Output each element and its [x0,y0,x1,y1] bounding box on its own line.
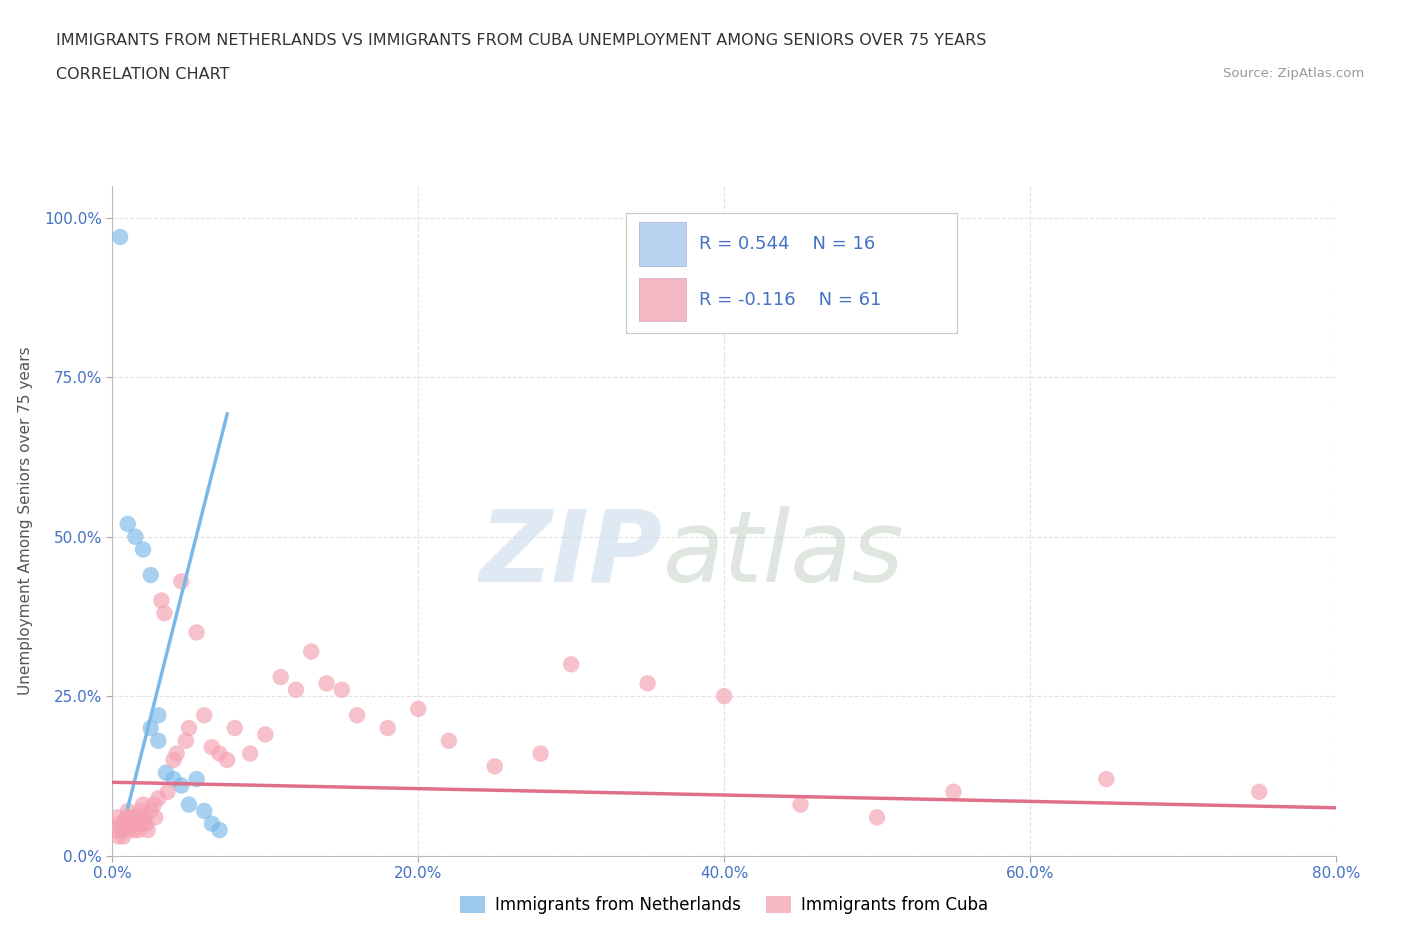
Point [127,823,149,838]
Point [186,625,208,640]
Point [484,759,506,774]
Point [114,817,136,831]
Point [330,683,353,698]
Legend: Immigrants from Netherlands, Immigrants from Cuba: Immigrants from Netherlands, Immigrants … [453,889,995,921]
Point [254,727,277,742]
Point [942,784,965,799]
Point [105,810,128,825]
Point [193,804,215,818]
Point [170,574,193,589]
Point [193,708,215,723]
Point [122,823,145,838]
Text: ZIP: ZIP [479,506,664,603]
Point [270,670,292,684]
Point [148,790,170,805]
Point [299,644,322,659]
Point [131,817,153,831]
Point [121,817,143,831]
Point [135,817,157,831]
Point [142,797,165,812]
Point [124,529,146,544]
Point [208,746,231,761]
Point [139,804,162,818]
Text: Source: ZipAtlas.com: Source: ZipAtlas.com [1223,67,1364,80]
Point [637,676,659,691]
Point [148,708,170,723]
Point [143,810,166,825]
Point [155,765,177,780]
Point [132,542,155,557]
Point [866,810,889,825]
Point [346,708,368,723]
Y-axis label: Unemployment Among Seniors over 75 years: Unemployment Among Seniors over 75 years [18,347,32,695]
Point [104,823,127,838]
Point [201,739,224,754]
Point [136,823,159,838]
Point [125,817,148,831]
Point [108,230,131,245]
Point [163,752,186,767]
Point [117,804,139,818]
Point [107,829,129,844]
Point [139,567,162,582]
Point [153,605,176,620]
Text: IMMIGRANTS FROM NETHERLANDS VS IMMIGRANTS FROM CUBA UNEMPLOYMENT AMONG SENIORS O: IMMIGRANTS FROM NETHERLANDS VS IMMIGRANT… [56,33,987,47]
Point [163,772,186,787]
Point [186,772,208,787]
Point [377,721,399,736]
Point [177,797,200,812]
Point [170,778,193,793]
Point [224,721,246,736]
Point [201,817,224,831]
Point [148,734,170,749]
Point [112,829,135,844]
Point [239,746,262,761]
Point [134,810,156,825]
Point [111,823,134,838]
Point [284,683,308,698]
Point [713,689,735,704]
Point [132,797,155,812]
Point [150,593,173,608]
Point [124,810,146,825]
Point [560,657,582,671]
Point [1249,784,1271,799]
Point [208,823,231,838]
Point [530,746,553,761]
Point [117,516,139,531]
Text: CORRELATION CHART: CORRELATION CHART [56,67,229,82]
Point [156,784,179,799]
Bar [640,278,686,321]
Bar [640,222,686,266]
Point [789,797,811,812]
Point [1095,772,1118,787]
Point [315,676,337,691]
Point [408,701,430,716]
Point [174,734,197,749]
Point [120,810,142,825]
Point [115,810,138,825]
Point [177,721,200,736]
Text: R = -0.116    N = 61: R = -0.116 N = 61 [699,290,882,309]
Point [129,804,152,818]
Text: atlas: atlas [664,506,904,603]
Point [117,823,139,838]
Point [437,734,460,749]
Point [139,721,162,736]
Point [108,817,131,831]
Point [166,746,188,761]
Text: R = 0.544    N = 16: R = 0.544 N = 16 [699,235,875,253]
Point [217,752,239,767]
